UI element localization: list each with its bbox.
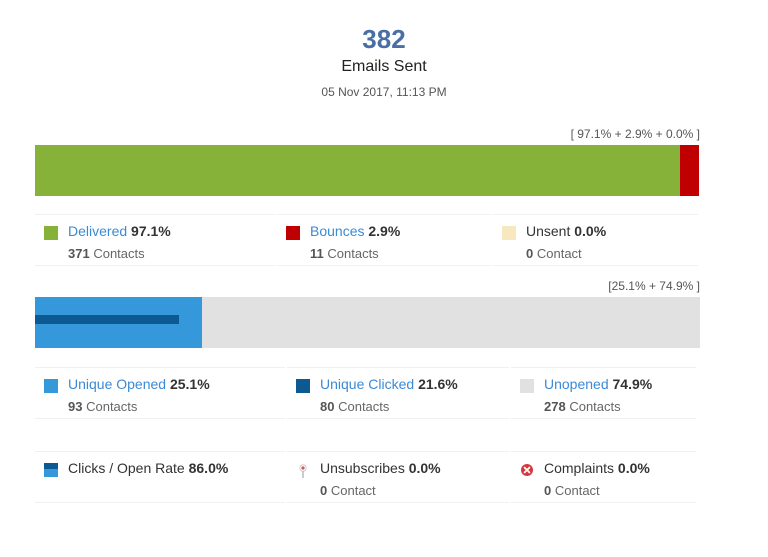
clicks-open-rate-stat: Clicks / Open Rate 86.0% [35, 451, 285, 503]
unopened-count: 278 [544, 399, 566, 414]
bounces-unit: Contacts [327, 246, 379, 261]
unsent-stat: Unsent 0.0% 0 Contact [493, 214, 698, 266]
bounces-stat: Bounces 2.9% 11 Contacts [277, 214, 491, 266]
unsubscribes-unit: Contact [330, 483, 376, 498]
clicked-segment [35, 315, 179, 324]
clicks-rate-icon [44, 463, 58, 477]
unsent-count: 0 [526, 246, 534, 261]
unique-opened-stat: Unique Opened 25.1% 93 Contacts [35, 367, 285, 419]
unique-opened-link[interactable]: Unique Opened [68, 376, 167, 392]
unsubscribe-pin-icon [296, 463, 310, 478]
emails-sent-count: 382 [362, 24, 406, 54]
delivery-stats-row: Delivered 97.1% 371 Contacts Bounces 2.9… [35, 214, 700, 266]
unopened-swatch [520, 379, 534, 393]
bounces-count: 11 [310, 246, 324, 261]
bounces-swatch [286, 226, 300, 240]
emails-sent-title: Emails Sent [341, 58, 427, 75]
unique-opened-swatch [44, 379, 58, 393]
engagement-bar [35, 297, 700, 348]
delivered-swatch [44, 226, 58, 240]
clicks-open-rate-label: Clicks / Open Rate [68, 460, 185, 476]
delivered-stat: Delivered 97.1% 371 Contacts [35, 214, 275, 266]
unique-clicked-stat: Unique Clicked 21.6% 80 Contacts [287, 367, 509, 419]
bounces-value: 2.9% [368, 223, 401, 239]
unsent-unit: Contact [536, 246, 582, 261]
complaints-value: 0.0% [617, 460, 650, 476]
unique-clicked-unit: Contacts [338, 399, 390, 414]
delivered-count: 371 [68, 246, 90, 261]
unopened-link[interactable]: Unopened [544, 376, 609, 392]
delivered-value: 97.1% [131, 223, 171, 239]
complaints-stat: Complaints 0.0% 0 Contact [511, 451, 696, 503]
unopened-value: 74.9% [612, 376, 653, 392]
unopened-stat: Unopened 74.9% 278 Contacts [511, 367, 696, 419]
unique-opened-unit: Contacts [86, 399, 138, 414]
delivered-segment [35, 145, 680, 196]
report-header: 382 Emails Sent 05 Nov 2017, 11:13 PM [0, 24, 768, 99]
unsubscribes-value: 0.0% [408, 460, 441, 476]
send-date: 05 Nov 2017, 11:13 PM [321, 85, 447, 99]
unique-opened-value: 25.1% [169, 376, 210, 392]
complaint-x-icon [520, 463, 534, 477]
unsent-label: Unsent [526, 223, 571, 239]
delivery-summary: [ 97.1% + 2.9% + 0.0% ] [570, 127, 700, 141]
engagement-summary: [25.1% + 74.9% ] [608, 279, 700, 293]
unsent-value: 0.0% [574, 223, 607, 239]
unsubscribes-stat: Unsubscribes 0.0% 0 Contact [287, 451, 509, 503]
delivery-bar [35, 145, 699, 196]
clicks-open-rate-value: 86.0% [188, 460, 229, 476]
bounces-segment [679, 145, 699, 196]
delivered-link[interactable]: Delivered [68, 223, 128, 239]
delivered-unit: Contacts [93, 246, 145, 261]
unique-opened-count: 93 [68, 399, 83, 414]
unique-clicked-value: 21.6% [418, 376, 458, 392]
unopened-unit: Contacts [569, 399, 621, 414]
bounces-link[interactable]: Bounces [310, 223, 365, 239]
complaints-count: 0 [544, 483, 552, 498]
engagement-stats-row: Unique Opened 25.1% 93 Contacts Unique C… [35, 367, 700, 419]
unsubscribes-count: 0 [320, 483, 328, 498]
unsubscribes-label: Unsubscribes [320, 460, 405, 476]
rate-stats-row: Clicks / Open Rate 86.0% Unsubscribes 0.… [35, 451, 700, 503]
unique-clicked-count: 80 [320, 399, 335, 414]
complaints-label: Complaints [544, 460, 615, 476]
unique-clicked-link[interactable]: Unique Clicked [320, 376, 415, 392]
unsent-swatch [502, 226, 516, 240]
unique-clicked-swatch [296, 379, 310, 393]
complaints-unit: Contact [554, 483, 600, 498]
